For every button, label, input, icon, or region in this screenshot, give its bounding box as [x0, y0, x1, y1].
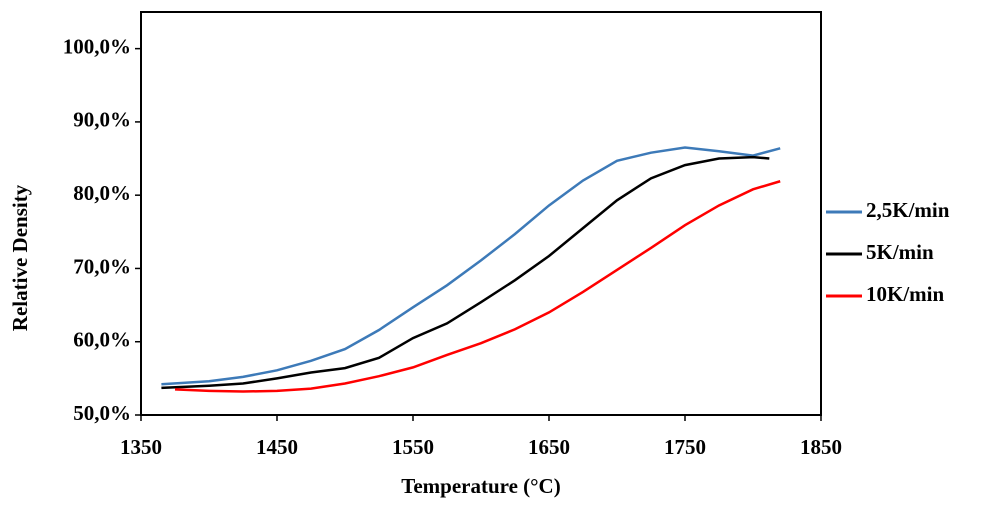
plot-frame [140, 11, 822, 416]
x-tick-label: 1750 [664, 435, 706, 459]
x-tick-label: 1450 [256, 435, 298, 459]
legend-label: 10K/min [866, 282, 944, 306]
x-tick-label: 1850 [800, 435, 842, 459]
legend-label: 2,5K/min [866, 198, 950, 222]
x-tick-label: 1550 [392, 435, 434, 459]
y-tick-label: 50,0% [73, 401, 131, 425]
x-tick-label: 1350 [120, 435, 162, 459]
x-tick-label: 1650 [528, 435, 570, 459]
y-tick-label: 70,0% [73, 254, 131, 278]
y-tick-label: 80,0% [73, 181, 131, 205]
series-line [161, 155, 770, 390]
y-tick-label: 90,0% [73, 108, 131, 132]
y-tick-label: 100,0% [63, 34, 131, 58]
series-line [161, 146, 781, 386]
y-tick-label: 60,0% [73, 328, 131, 352]
y-axis-label: Relative Density [8, 184, 32, 331]
x-axis-label: Temperature (°C) [401, 474, 560, 498]
legend-label: 5K/min [866, 240, 934, 264]
series-line [174, 180, 781, 393]
